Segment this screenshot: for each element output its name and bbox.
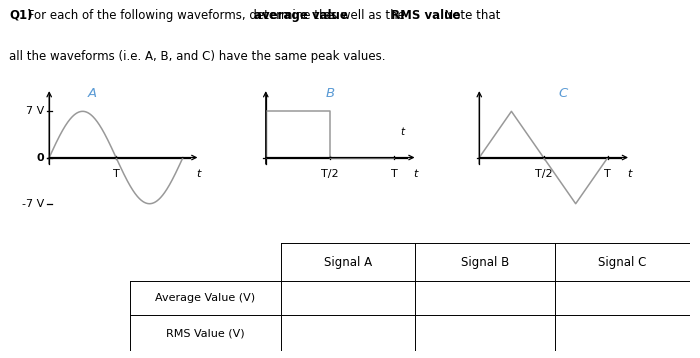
- Text: as well as the: as well as the: [320, 9, 409, 22]
- Text: RMS value: RMS value: [391, 9, 460, 22]
- Text: T/2: T/2: [535, 169, 552, 179]
- Text: Signal C: Signal C: [598, 256, 647, 269]
- Text: t: t: [400, 127, 405, 137]
- Text: C: C: [558, 87, 568, 100]
- Text: T: T: [391, 169, 398, 179]
- Text: all the waveforms (i.e. A, B, and C) have the same peak values.: all the waveforms (i.e. A, B, and C) hav…: [9, 50, 386, 63]
- Text: t: t: [627, 169, 631, 179]
- Text: t: t: [414, 169, 418, 179]
- Text: Signal A: Signal A: [324, 256, 372, 269]
- Text: . Note that: . Note that: [437, 9, 500, 22]
- Text: 0: 0: [36, 153, 44, 163]
- Text: T: T: [113, 169, 120, 179]
- Text: A: A: [88, 87, 97, 100]
- Text: Q1): Q1): [9, 9, 33, 22]
- Text: T/2: T/2: [321, 169, 339, 179]
- Text: t: t: [196, 169, 201, 179]
- Text: RMS Value (V): RMS Value (V): [166, 328, 244, 338]
- Text: Average Value (V): Average Value (V): [155, 293, 256, 303]
- Text: 7 V: 7 V: [26, 106, 44, 116]
- Text: For each of the following waveforms, determine the: For each of the following waveforms, det…: [25, 9, 338, 22]
- Text: Signal B: Signal B: [461, 256, 509, 269]
- Text: -7 V: -7 V: [22, 199, 44, 209]
- Text: B: B: [326, 87, 335, 100]
- Text: average value: average value: [253, 9, 348, 22]
- Text: T: T: [604, 169, 611, 179]
